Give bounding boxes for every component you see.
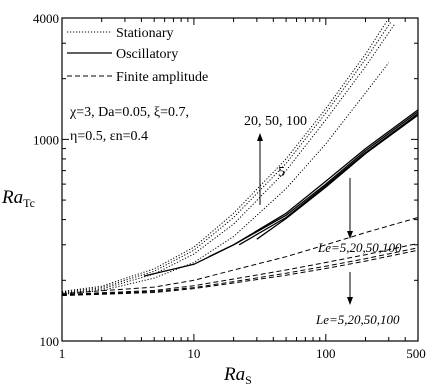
axis-ticks: 1 10 100 500 100 1000 4000 — [33, 11, 426, 361]
legend-stationary-label: Stationary — [116, 26, 174, 41]
oscillatory-line-le-50 — [238, 113, 419, 246]
params-line-1: χ=3, Da=0.05, ξ=0.7, — [69, 105, 189, 120]
oscillatory-line-le-5 — [144, 109, 419, 277]
annotation-stationary-le: 20, 50, 100 — [244, 114, 307, 129]
legend-finite-label: Finite amplitude — [116, 70, 208, 85]
x-axis-title-sub: S — [245, 373, 252, 387]
arrow-oscillatory — [347, 178, 353, 239]
y-axis-title: RaTc — [1, 187, 35, 210]
arrow-finite — [347, 272, 353, 305]
stationary-line-le-100 — [61, 21, 388, 292]
oscillatory-line-le-20 — [208, 111, 419, 258]
finite-line-le-20 — [61, 242, 419, 295]
params-line-2: η=0.5, εn=0.4 — [70, 129, 148, 144]
y-tick-label: 1000 — [33, 132, 59, 147]
x-axis-title: RaS — [223, 364, 252, 387]
x-tick-label: 1 — [59, 346, 66, 361]
x-tick-label: 100 — [316, 346, 336, 361]
finite-line-le-50 — [61, 247, 419, 296]
annotation-stationary-le5: 5 — [278, 165, 285, 180]
x-tick-label: 10 — [187, 346, 200, 361]
stationary-line-le-5 — [61, 62, 390, 295]
annotation-finite-le: Le=5,20,50,100 — [315, 312, 400, 327]
plot-frame — [61, 17, 419, 342]
legend: Stationary Oscillatory Finite amplitude — [67, 26, 208, 85]
x-axis-title-main: Ra — [223, 364, 245, 385]
arrow-stationary — [257, 133, 263, 205]
stationary-line-le-20 — [61, 24, 395, 294]
x-tick-label: 500 — [406, 346, 426, 361]
y-axis-title-sub: Tc — [23, 196, 35, 210]
finite-line-le-5 — [61, 217, 419, 294]
y-tick-label: 4000 — [33, 11, 59, 26]
legend-oscillatory-label: Oscillatory — [116, 47, 178, 62]
plot-area-border — [61, 17, 419, 342]
annotation-oscillatory-le: Le=5,20,50,100 — [317, 240, 402, 255]
series-lines — [61, 21, 419, 297]
oscillatory-line-le-100 — [256, 114, 419, 240]
stationary-line-le-50 — [61, 22, 392, 293]
y-tick-label: 100 — [40, 334, 60, 349]
finite-line-le-100 — [61, 249, 419, 297]
y-axis-title-main: Ra — [1, 187, 23, 208]
